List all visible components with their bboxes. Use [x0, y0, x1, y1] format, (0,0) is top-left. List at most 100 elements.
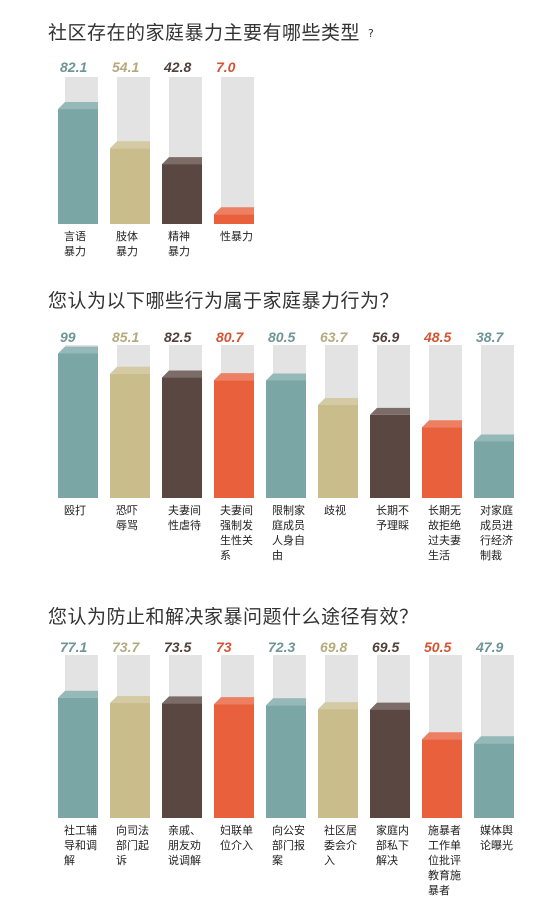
bar-top: [370, 407, 410, 415]
bar-top: [474, 736, 514, 744]
value-label: 72.3: [268, 639, 295, 655]
bar-top: [110, 366, 150, 374]
category-label: 夫妻间: [220, 504, 253, 517]
bar: [58, 109, 98, 224]
category-label: 行经济: [480, 533, 513, 547]
category-label: 家庭内: [376, 823, 409, 837]
bar-top: [110, 696, 150, 704]
value-label: 80.7: [216, 329, 244, 345]
value-label: 63.7: [320, 329, 348, 345]
category-label: 向公安: [272, 823, 305, 837]
bar: [110, 373, 150, 498]
bar: [110, 703, 150, 818]
category-label: 解决: [376, 853, 398, 867]
category-label: 系: [220, 549, 231, 562]
category-label: 案: [272, 853, 283, 867]
bar-top: [214, 373, 254, 381]
bar-top: [162, 370, 202, 378]
category-label: 位介入: [220, 838, 253, 852]
category-label: 解: [64, 853, 75, 867]
category-label: 庭成员: [272, 518, 305, 532]
category-label: 暴力: [64, 245, 86, 258]
category-label: 媒体舆: [480, 823, 513, 837]
bar-top: [110, 141, 150, 149]
category-label: 长期不: [376, 504, 409, 517]
category-label: 向司法: [116, 823, 149, 837]
value-label: 82.5: [164, 329, 191, 345]
bar: [214, 704, 254, 818]
chart-2-title: 您认为以下哪些行为属于家庭暴力行为？: [48, 290, 400, 312]
bar-top: [58, 690, 98, 698]
bar-top: [214, 207, 254, 215]
bar: [266, 705, 306, 818]
chart-1-title: 社区存在的家庭暴力主要有哪些类型?: [48, 18, 374, 45]
bar-track: [221, 77, 254, 224]
value-label: 38.7: [476, 329, 504, 345]
category-label: 教育施: [428, 868, 461, 882]
value-label: 7.0: [216, 59, 236, 75]
category-label: 委会介: [324, 839, 357, 852]
category-label: 社工辅: [64, 823, 97, 837]
bar-top: [422, 732, 462, 740]
bar: [422, 739, 462, 818]
bar: [318, 709, 358, 818]
category-label: 暴力: [116, 245, 138, 258]
category-label: 制裁: [480, 549, 502, 562]
value-label: 99: [60, 329, 76, 345]
category-label: 暴力: [168, 245, 190, 258]
value-label: 73: [216, 639, 232, 655]
chart-1-title-mark: ?: [368, 27, 375, 40]
bar: [162, 164, 202, 224]
category-label: 歧视: [324, 503, 346, 517]
bar-top: [58, 102, 98, 110]
bar-top: [318, 702, 358, 710]
category-label: 恐吓: [116, 504, 138, 517]
category-label: 成员进: [480, 519, 513, 532]
value-label: 48.5: [423, 329, 451, 345]
category-label: 夫妻间: [168, 504, 201, 517]
category-label: 部私下: [376, 838, 409, 852]
bar-top: [370, 702, 410, 710]
bar-top: [162, 696, 202, 704]
category-label: 辱骂: [116, 519, 138, 532]
value-label: 50.5: [424, 639, 451, 655]
bar: [110, 148, 150, 224]
value-label: 73.7: [112, 639, 140, 655]
category-label: 施暴者: [428, 824, 461, 837]
category-label: 性虐待: [168, 518, 201, 532]
value-label: 73.5: [164, 639, 191, 655]
category-label: 生性关: [220, 533, 253, 547]
bar: [422, 427, 462, 498]
bar: [162, 377, 202, 498]
category-label: 工作单: [428, 839, 461, 852]
category-label: 部门起: [116, 838, 149, 852]
bar: [370, 709, 410, 818]
bar: [214, 380, 254, 498]
chart-section-3: 您认为防止和解决家暴问题什么途径有效？ 77.1 社工辅 导和调解 73.7 向司法 部门…: [0, 590, 550, 916]
bar: [162, 703, 202, 818]
bar-top: [266, 698, 306, 706]
value-label: 47.9: [475, 639, 503, 655]
bar: [58, 353, 98, 498]
value-label: 56.9: [372, 329, 399, 345]
category-label: 肢体: [116, 229, 138, 243]
category-label: 限制家: [272, 503, 305, 517]
bar-top: [266, 373, 306, 381]
category-label: 故拒绝: [428, 518, 461, 532]
value-label: 85.1: [112, 329, 139, 345]
bar: [370, 414, 410, 498]
value-label: 42.8: [163, 59, 191, 75]
